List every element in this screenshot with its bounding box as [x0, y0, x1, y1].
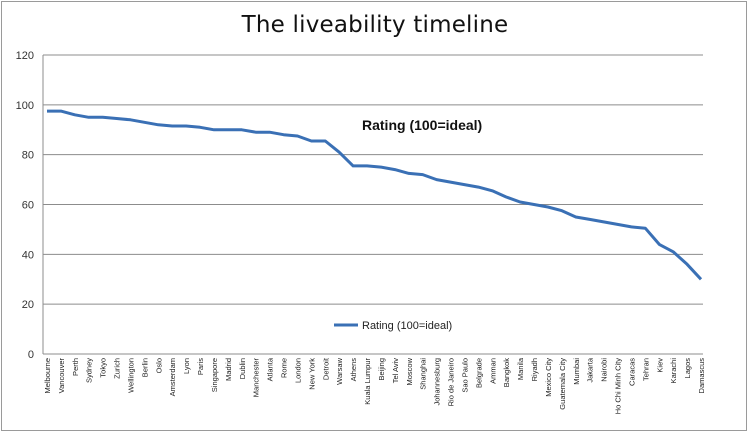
x-category-label: Detroit	[321, 357, 330, 380]
x-category-label: Shanghai	[419, 358, 428, 390]
x-category-label: Moscow	[405, 357, 414, 385]
x-category-label: Lagos	[683, 358, 692, 379]
x-category-label: Atlanta	[266, 357, 275, 381]
legend: Rating (100=ideal)	[334, 320, 452, 332]
x-category-label: Sao Paulo	[460, 358, 469, 393]
y-tick-label: 120	[16, 50, 34, 62]
x-category-label: Kuala Lumpur	[363, 358, 372, 405]
x-category-label: Ho Chi Minh City	[614, 358, 623, 415]
x-category-label: Lyon	[182, 358, 191, 374]
x-category-label: Melbourne	[43, 358, 52, 393]
x-category-label: Damascus	[697, 358, 706, 394]
chart-annotation: Rating (100=ideal)	[362, 117, 482, 133]
x-category-label: Beijing	[377, 358, 386, 381]
y-tick-label: 100	[16, 100, 34, 112]
x-category-label: Riyadh	[530, 358, 539, 381]
series-line	[47, 109, 703, 281]
x-category-label: New York	[307, 358, 316, 390]
gridlines	[43, 54, 703, 305]
x-category-label: Amsterdam	[168, 358, 177, 396]
x-category-label: Rome	[280, 358, 289, 378]
x-category-label: Warsaw	[335, 357, 344, 384]
y-axis-ticks: 0 20 40 60 80 100 120	[16, 50, 34, 361]
chart-title: The liveability timeline	[241, 12, 509, 38]
x-category-label: Tokyo	[99, 358, 108, 378]
x-category-label: Madrid	[224, 358, 233, 381]
x-category-label: Nairobi	[600, 358, 609, 382]
x-category-label: Oslo	[154, 358, 163, 373]
x-category-label: Vancouver	[57, 358, 66, 394]
x-axis-category-labels: Melbourne Vancouver Perth Sydney Tokyo Zurich…	[43, 357, 706, 414]
y-tick-label: 80	[22, 150, 34, 162]
x-category-label: Tel Aviv	[391, 358, 400, 384]
x-category-label: Dublin	[238, 358, 247, 379]
x-category-label: Berlin	[140, 358, 149, 377]
x-category-label: Paris	[196, 358, 205, 375]
legend-entry: Rating (100=ideal)	[362, 320, 452, 332]
y-tick-label: 40	[22, 249, 34, 261]
y-tick-label: 60	[22, 200, 34, 212]
x-category-label: Belgrade	[474, 358, 483, 388]
x-category-label: Amman	[488, 358, 497, 384]
x-category-label: Rio de Janeiro	[447, 358, 456, 406]
x-category-label: Jakarta	[586, 357, 595, 382]
x-category-label: Manila	[516, 357, 525, 380]
x-category-label: Kiev	[655, 358, 664, 373]
y-tick-label: 20	[22, 299, 34, 311]
x-category-label: Manchester	[252, 358, 261, 398]
x-category-label: Zurich	[113, 358, 122, 379]
x-category-label: Mumbai	[572, 358, 581, 385]
x-category-label: Wellington	[126, 358, 135, 393]
x-axis	[42, 55, 703, 355]
x-category-label: Johannesburg	[433, 358, 442, 406]
x-category-label: Mexico City	[544, 358, 553, 397]
x-category-label: Caracas	[627, 358, 636, 386]
series-lines	[47, 109, 703, 281]
x-category-label: Sydney	[85, 358, 94, 383]
y-tick-label: 0	[28, 349, 34, 361]
x-category-label: Athens	[349, 358, 358, 382]
x-category-label: Guatemala City	[558, 358, 567, 410]
x-category-label: Perth	[71, 358, 80, 376]
x-category-label: Bangkok	[502, 358, 511, 387]
x-category-label: Karachi	[669, 358, 678, 384]
x-category-label: London	[293, 358, 302, 383]
x-category-label: Singapore	[210, 358, 219, 392]
x-category-label: Tehran	[641, 358, 650, 381]
